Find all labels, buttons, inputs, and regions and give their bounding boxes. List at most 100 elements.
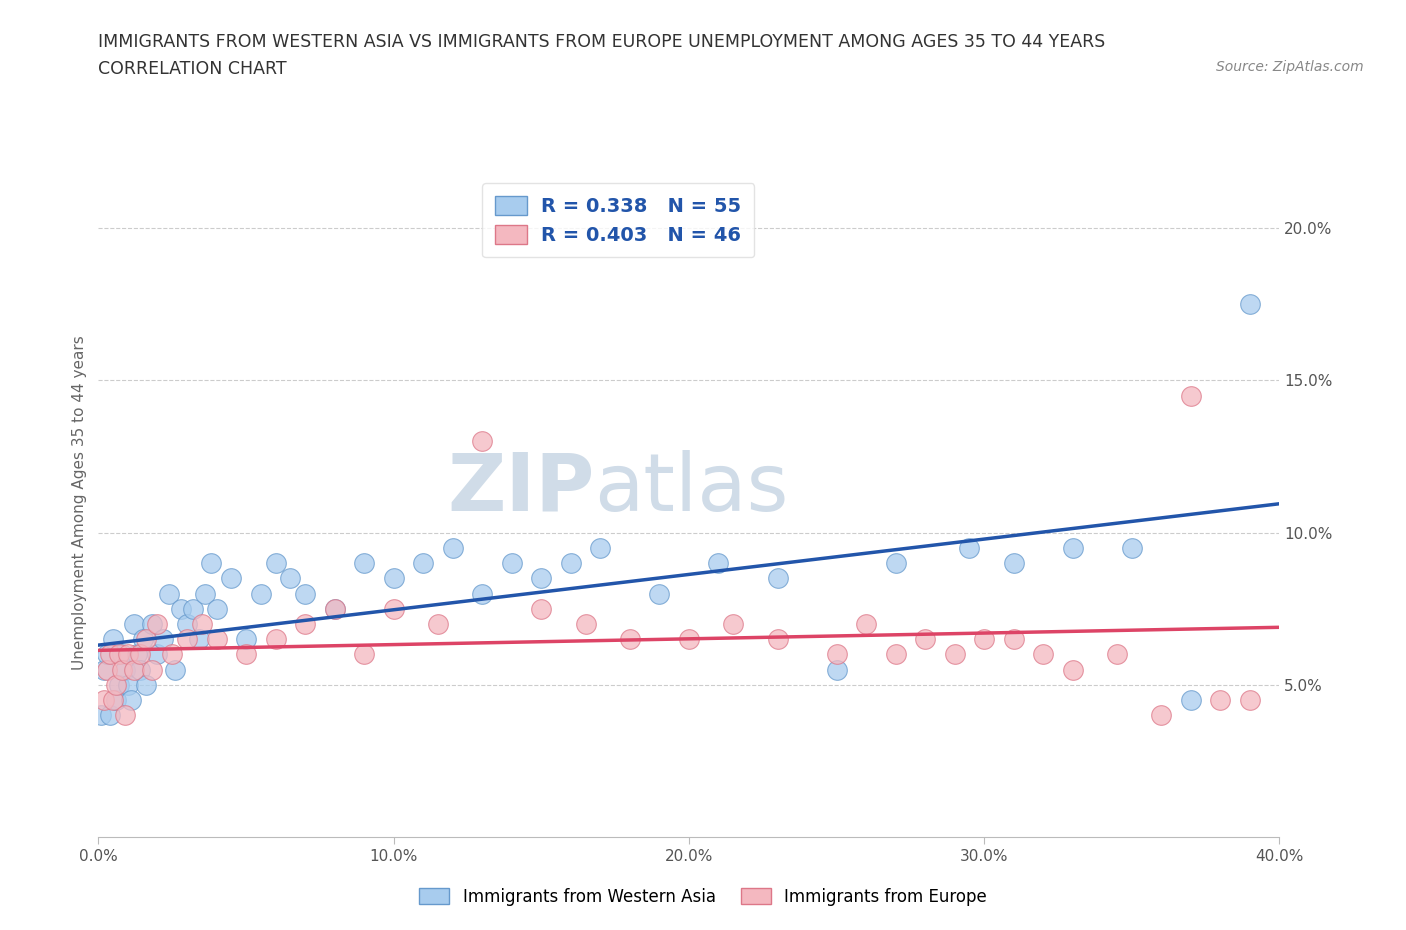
Point [93,662,115,677]
Point [141,662,163,677]
Text: CORRELATION CHART: CORRELATION CHART [98,60,287,78]
Point [128,647,150,662]
Point [235,647,257,662]
Text: IMMIGRANTS FROM WESTERN ASIA VS IMMIGRANTS FROM EUROPE UNEMPLOYMENT AMONG AGES 3: IMMIGRANTS FROM WESTERN ASIA VS IMMIGRAN… [98,33,1105,50]
Point [98,647,121,662]
Point [141,617,163,631]
Point [191,617,214,631]
Point [884,555,907,570]
Point [1002,631,1025,646]
Point [501,555,523,570]
Point [122,617,145,631]
Point [111,647,134,662]
Point [235,631,257,646]
Point [205,602,228,617]
Point [471,434,494,449]
Legend: R = 0.338   N = 55, R = 0.403   N = 46: R = 0.338 N = 55, R = 0.403 N = 46 [482,183,754,258]
Point [125,647,148,662]
Point [1032,647,1054,662]
Point [162,647,183,662]
Point [825,647,848,662]
Point [1121,540,1143,555]
Point [1105,647,1128,662]
Point [471,586,494,601]
Point [574,617,596,631]
Text: ZIP: ZIP [447,450,595,528]
Point [1002,555,1025,570]
Point [194,586,217,601]
Point [93,693,115,708]
Point [1062,540,1084,555]
Y-axis label: Unemployment Among Ages 35 to 44 years: Unemployment Among Ages 35 to 44 years [72,335,87,670]
Point [530,571,553,586]
Point [1180,693,1202,708]
Point [855,617,877,631]
Point [441,540,464,555]
Point [278,571,302,586]
Point [766,631,789,646]
Point [412,555,434,570]
Point [205,631,228,646]
Point [114,662,136,677]
Text: atlas: atlas [595,450,789,528]
Point [323,602,346,617]
Point [108,677,131,692]
Point [427,617,450,631]
Point [1180,388,1202,403]
Point [103,631,125,646]
Point [353,647,375,662]
Point [128,662,150,677]
Point [157,586,180,601]
Point [382,571,405,586]
Point [165,662,187,677]
Point [323,602,346,617]
Point [560,555,582,570]
Point [1209,693,1232,708]
Point [589,540,612,555]
Point [619,631,641,646]
Point [884,647,907,662]
Point [105,693,128,708]
Point [678,631,700,646]
Point [96,647,118,662]
Text: Source: ZipAtlas.com: Source: ZipAtlas.com [1216,60,1364,74]
Point [181,602,204,617]
Point [117,677,139,692]
Point [353,555,375,570]
Point [530,602,553,617]
Point [825,662,848,677]
Point [176,617,198,631]
Point [146,647,169,662]
Point [96,662,118,677]
Point [943,647,966,662]
Point [1239,693,1261,708]
Point [170,602,193,617]
Point [90,708,112,723]
Point [120,693,142,708]
Point [108,647,131,662]
Point [1062,662,1084,677]
Point [264,631,287,646]
Point [117,647,139,662]
Point [721,617,744,631]
Point [152,631,174,646]
Point [766,571,789,586]
Point [1239,297,1261,312]
Point [294,617,316,631]
Point [105,677,128,692]
Point [135,631,157,646]
Point [176,631,198,646]
Point [98,708,121,723]
Point [648,586,671,601]
Point [187,631,209,646]
Point [200,555,222,570]
Point [959,540,981,555]
Point [146,617,169,631]
Point [103,693,125,708]
Point [111,662,134,677]
Point [132,631,155,646]
Point [219,571,242,586]
Point [1150,708,1173,723]
Point [382,602,405,617]
Point [914,631,936,646]
